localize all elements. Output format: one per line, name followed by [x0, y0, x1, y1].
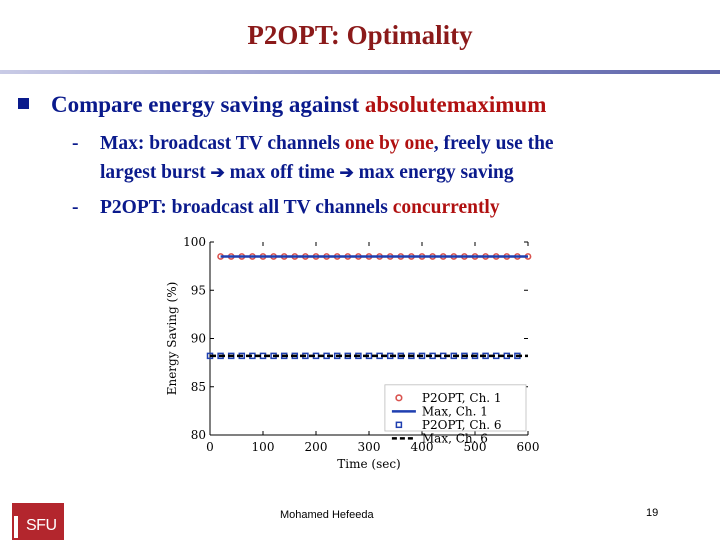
footer-page-number: 19 [646, 507, 659, 519]
sub-bullet-p2opt-highlight: concurrently [392, 197, 500, 218]
x-axis-label: Time (sec) [337, 457, 400, 471]
sub-bullet-p2opt-text: P2OPT: broadcast all TV channels concurr… [100, 197, 500, 218]
sfu-logo: SFU [12, 503, 64, 540]
y-tick-label: 80 [191, 428, 206, 442]
legend-label: Max, Ch. 1 [422, 404, 488, 418]
square-bullet-icon [18, 98, 29, 109]
logo-text: SFU [26, 517, 57, 534]
main-bullet-text: Compare energy saving against [51, 92, 365, 117]
energy-saving-chart: 0 100 200 300 400 500 600 80 85 90 95 100 Time (sec)… [165, 235, 540, 471]
sub-bullet-max-highlight: one by one [344, 133, 434, 154]
dash-icon: - [72, 133, 79, 154]
legend-marker-p2opt-ch1 [395, 394, 403, 402]
legend-label: Max, Ch. 6 [422, 431, 488, 445]
logo-bar [14, 516, 18, 538]
footer-author: Mohamed Hefeeda [280, 509, 374, 521]
y-axis-label: Energy Saving (%) [165, 282, 179, 396]
right-arrow-icon: ➔ [210, 163, 225, 182]
x-tick-label: 300 [358, 440, 381, 454]
title-divider [0, 70, 720, 74]
main-bullet: Compare energy saving against absolutema… [18, 92, 546, 118]
y-tick-label: 85 [191, 380, 206, 394]
sub-bullet-max-line1: Max: broadcast TV channels one by one, f… [100, 133, 554, 154]
y-tick-label: 95 [191, 283, 206, 297]
legend-label: P2OPT, Ch. 6 [422, 418, 502, 432]
slide-title: P2OPT: Optimality [247, 20, 473, 50]
x-tick-label: 600 [517, 440, 540, 454]
legend-marker-p2opt-ch6 [395, 421, 403, 429]
y-tick-label: 100 [183, 235, 206, 249]
right-arrow-icon: ➔ [339, 163, 354, 182]
dash-icon: - [72, 197, 79, 218]
legend-box [384, 384, 527, 432]
x-tick-label: 0 [206, 440, 214, 454]
legend-label: P2OPT, Ch. 1 [422, 391, 502, 405]
x-tick-label: 400 [411, 440, 434, 454]
y-tick-label: 90 [191, 332, 206, 346]
x-tick-label: 500 [464, 440, 487, 454]
x-tick-label: 200 [305, 440, 328, 454]
x-tick-label: 100 [252, 440, 275, 454]
main-bullet-highlight: absolutemaximum [364, 92, 547, 117]
